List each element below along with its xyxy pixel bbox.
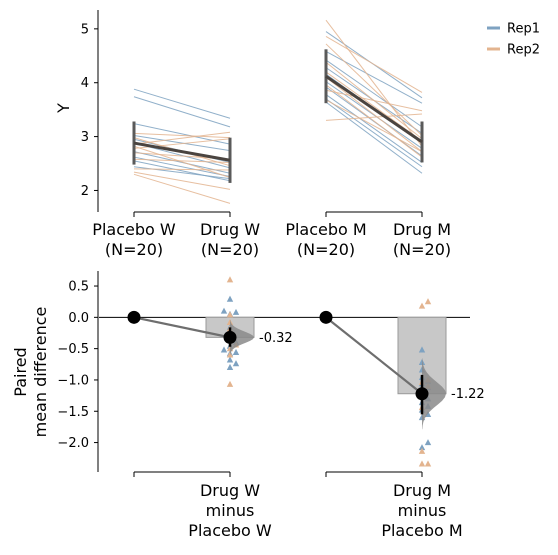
- x-tick-label-top: Drug M (N=20): [393, 220, 451, 259]
- legend-label: Rep1: [507, 22, 540, 37]
- paired-line-m: [325, 101, 423, 174]
- mean-slope-line: [133, 141, 231, 162]
- mean-connector-w: [133, 316, 231, 339]
- y-tick-label-top: 2: [81, 184, 89, 199]
- diff-point-rep1-w: [226, 295, 234, 302]
- mean-diff-dot-w: [223, 330, 237, 344]
- paired-line-w: [133, 171, 231, 190]
- y-axis-title-bottom: Pairedmean difference: [11, 307, 50, 438]
- x-tick-label-top: Drug W (N=20): [200, 220, 260, 259]
- diff-point-rep1-w: [220, 307, 228, 314]
- paired-line-w: [133, 158, 231, 163]
- y-tick-label-bottom: −1.0: [57, 373, 89, 388]
- diff-point-rep2-m: [418, 302, 426, 309]
- reference-dot-w: [127, 310, 141, 324]
- paired-line-m: [325, 19, 423, 147]
- diff-point-rep1-m: [418, 346, 426, 353]
- paired-line-w: [133, 96, 231, 128]
- reference-dot-m: [319, 310, 333, 324]
- y-tick-label-top: 3: [81, 130, 89, 145]
- paired-line-m: [325, 76, 423, 153]
- paired-line-m: [325, 35, 423, 93]
- diff-point-rep1-m: [418, 444, 426, 451]
- legend-label: Rep2: [507, 43, 540, 58]
- paired-line-m: [325, 94, 423, 163]
- paired-line-m: [325, 89, 423, 112]
- y-axis-title-top: Y: [54, 103, 73, 114]
- difference-panel: 0.5 0.0 −0.5 −1.0 −1.5 −2.0 Pairedmean differe…: [11, 271, 485, 540]
- bootstrap-distribution-m: [422, 358, 446, 430]
- diff-point-rep2-w: [226, 380, 234, 387]
- bootstrap-distribution-w: [230, 319, 254, 355]
- slopegraph-panel: 2 3 4 5 Y Placebo W (N=20) Drug W (N=20) Placebo …: [54, 10, 451, 259]
- mean-diff-value-label: -1.22: [451, 387, 485, 402]
- y-tick-label-top: 4: [81, 76, 89, 91]
- diff-point-rep2-m: [418, 447, 426, 454]
- mean-slope-line: [325, 75, 423, 144]
- diff-point-rep2-m: [418, 460, 426, 467]
- y-tick-label-bottom: 0.5: [68, 280, 89, 295]
- x-tick-label-top: Placebo W (N=20): [92, 220, 176, 259]
- paired-line-w: [133, 132, 231, 139]
- mean-diff-value-label: -0.32: [259, 331, 293, 346]
- paired-line-m: [325, 51, 423, 104]
- diff-point-rep2-m: [424, 460, 432, 467]
- paired-line-w: [133, 168, 231, 171]
- diff-point-rep1-w: [226, 356, 234, 363]
- y-tick-label-bottom: −0.5: [57, 342, 89, 357]
- paired-line-w: [133, 156, 231, 177]
- y-tick-label-bottom: 0.0: [68, 311, 89, 326]
- paired-line-w: [133, 131, 231, 145]
- paired-line-m: [325, 43, 423, 136]
- diff-point-rep1-w: [232, 348, 240, 356]
- diff-point-rep1-w: [220, 346, 228, 353]
- diff-point-rep2-w: [226, 276, 234, 283]
- paired-line-w: [133, 160, 231, 182]
- paired-line-m: [325, 59, 423, 128]
- y-tick-label-top: 5: [81, 22, 89, 37]
- paired-line-w: [133, 173, 231, 204]
- paired-line-m: [325, 98, 423, 168]
- y-tick-label-bottom: −1.5: [57, 405, 89, 420]
- diff-point-rep1-w: [232, 308, 240, 315]
- diff-point-rep2-m: [424, 298, 432, 305]
- paired-line-w: [133, 145, 231, 179]
- y-tick-label-bottom: −2.0: [57, 436, 89, 451]
- paired-line-m: [325, 113, 423, 121]
- diff-point-rep1-m: [424, 439, 432, 446]
- mean-diff-dot-m: [415, 387, 429, 401]
- paired-line-m: [325, 84, 423, 158]
- paired-line-w: [133, 88, 231, 119]
- diff-point-rep2-w: [226, 311, 234, 318]
- diff-point-rep1-w: [232, 360, 240, 367]
- diff-point-rep1-w: [226, 363, 234, 371]
- legend: Rep1 Rep2: [487, 22, 540, 58]
- mean-connector-m: [325, 316, 423, 395]
- paired-line-m: [325, 99, 423, 153]
- paired-line-w: [133, 135, 231, 152]
- x-tick-label-top: Placebo M (N=20): [285, 220, 366, 259]
